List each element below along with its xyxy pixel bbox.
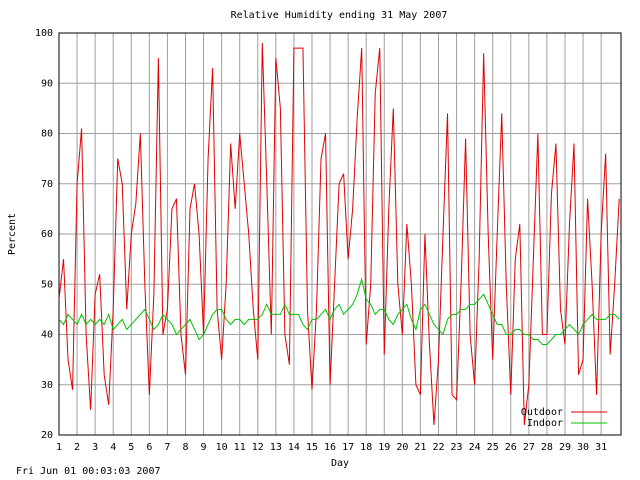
x-axis-label: Day (331, 458, 349, 469)
x-tick-label: 6 (146, 442, 152, 453)
x-tick-label: 25 (487, 442, 499, 453)
data-line (58, 277, 620, 346)
x-tick-label: 4 (110, 442, 116, 453)
legend-label: Indoor (527, 418, 563, 429)
x-tick-label: 12 (252, 442, 264, 453)
y-tick-label: 90 (41, 78, 53, 89)
x-tick-label: 31 (595, 442, 607, 453)
x-tick-label: 10 (216, 442, 228, 453)
footer-timestamp: Fri Jun 01 00:03:03 2007 (16, 466, 161, 477)
x-tick-label: 14 (288, 442, 300, 453)
y-tick-label: 30 (41, 380, 53, 391)
x-tick-label: 3 (92, 442, 98, 453)
y-tick-label: 50 (41, 279, 53, 290)
x-tick-label: 2 (74, 442, 80, 453)
x-tick-label: 28 (541, 442, 553, 453)
legend-label: Outdoor (521, 407, 563, 418)
x-tick-label: 30 (577, 442, 589, 453)
x-tick-label: 22 (432, 442, 444, 453)
x-tick-label: 8 (182, 442, 188, 453)
x-tick-label: 21 (414, 442, 426, 453)
x-tick-label: 16 (324, 442, 336, 453)
x-tick-label: 23 (451, 442, 463, 453)
x-tick-label: 27 (523, 442, 535, 453)
x-tick-label: 19 (378, 442, 390, 453)
chart-title: Relative Humidity ending 31 May 2007 (231, 10, 448, 21)
x-tick-label: 5 (128, 442, 134, 453)
x-tick-label: 7 (164, 442, 170, 453)
y-axis-label: Percent (7, 213, 18, 255)
x-tick-label: 26 (505, 442, 517, 453)
plot-frame (58, 32, 622, 436)
y-tick-label: 20 (41, 430, 53, 441)
data-line (58, 43, 620, 426)
x-tick-label: 13 (270, 442, 282, 453)
x-tick-label: 9 (201, 442, 207, 453)
y-tick-label: 100 (35, 28, 53, 39)
y-tick-label: 60 (41, 229, 53, 240)
y-tick-label: 70 (41, 179, 53, 190)
x-tick-label: 24 (469, 442, 481, 453)
y-tick-label: 40 (41, 330, 53, 341)
x-tick-label: 15 (306, 442, 318, 453)
x-tick-label: 20 (396, 442, 408, 453)
y-tick-label: 80 (41, 129, 53, 140)
x-tick-label: 17 (342, 442, 354, 453)
x-tick-label: 11 (234, 442, 246, 453)
x-tick-label: 1 (56, 442, 62, 453)
x-tick-label: 29 (559, 442, 571, 453)
x-tick-label: 18 (360, 442, 372, 453)
